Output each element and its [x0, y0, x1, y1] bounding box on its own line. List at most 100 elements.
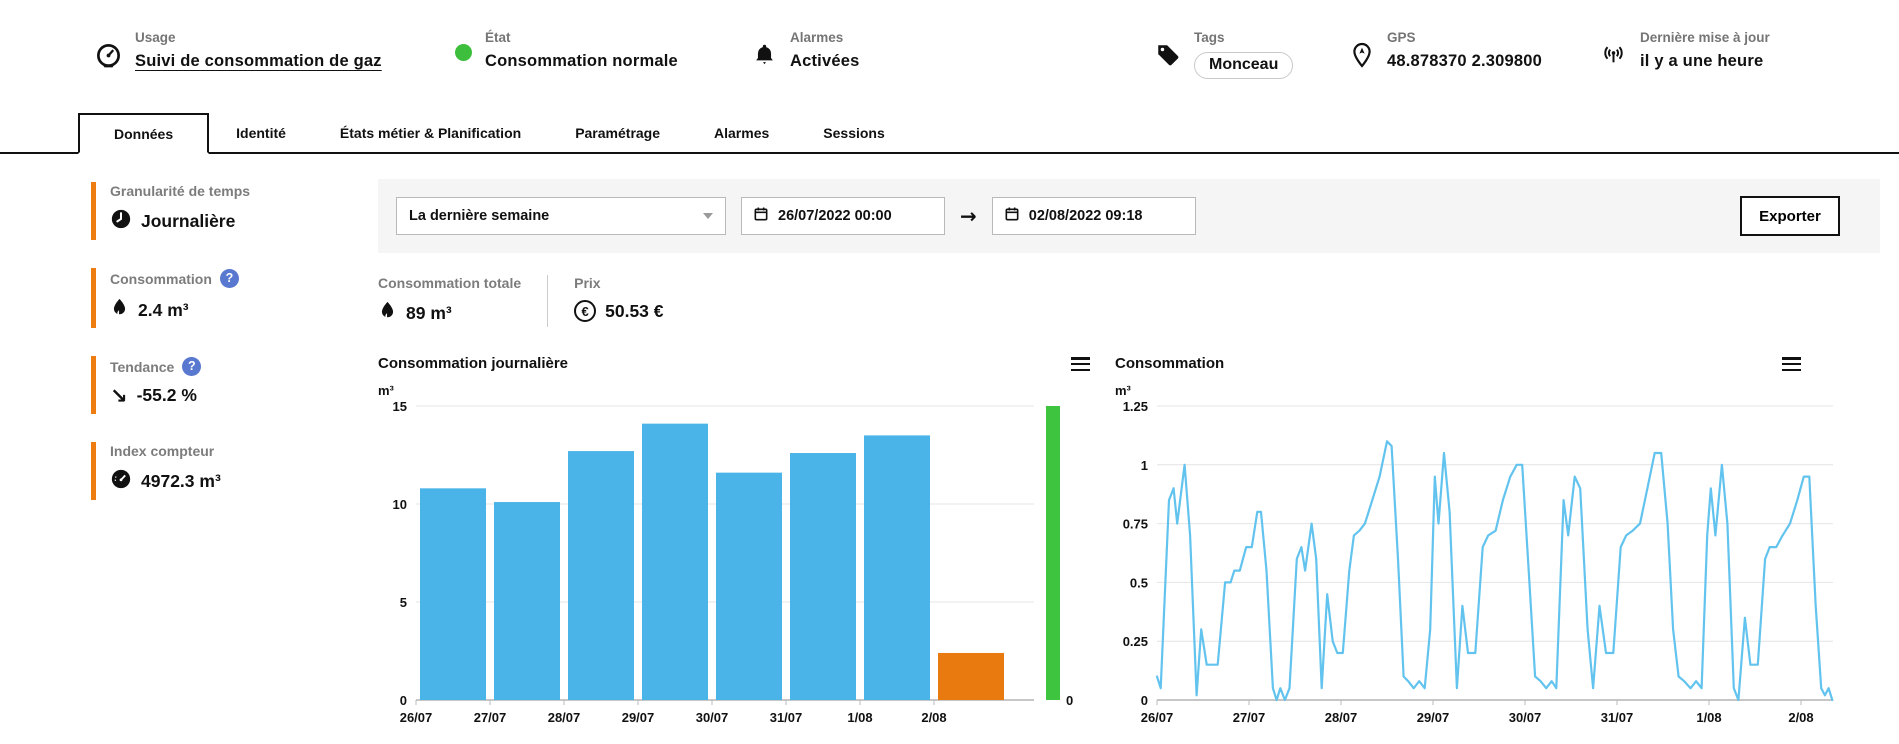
- tab-identite[interactable]: Identité: [236, 124, 286, 141]
- kpi-granularite-value: Journalière: [141, 211, 236, 231]
- date-to-input[interactable]: 02/08/2022 09:18: [991, 197, 1196, 235]
- kpi-granularite: Granularité de temps Journalière: [91, 182, 356, 240]
- export-button[interactable]: Exporter: [1740, 196, 1840, 236]
- arrow-right-icon: →: [960, 204, 977, 228]
- total-consumption-stat: Consommation totale 89 m³: [378, 275, 547, 327]
- device-header: Usage Suivi de consommation de gaz État …: [0, 0, 1899, 113]
- period-select[interactable]: La dernière semaine: [396, 197, 726, 235]
- kpi-sidebar: Granularité de temps Journalière Consomm…: [91, 182, 356, 528]
- svg-text:29/07: 29/07: [622, 710, 655, 725]
- price-stat: Prix € 50.53 €: [574, 275, 689, 327]
- kpi-consommation: Consommation ? 2.4 m³: [91, 268, 356, 328]
- tab-bar: Données Identité États métier & Planific…: [0, 113, 1899, 154]
- kpi-index-compteur: Index compteur 4972.3 m³: [91, 442, 356, 500]
- price-value: 50.53 €: [605, 300, 664, 321]
- svg-text:28/07: 28/07: [1325, 710, 1358, 725]
- line-chart-title: Consommation: [1115, 355, 1225, 372]
- chart-menu-icon[interactable]: [1071, 355, 1090, 376]
- bar-chart-title: Consommation journalière: [378, 355, 569, 372]
- svg-text:30/07: 30/07: [696, 710, 729, 725]
- clock-icon: [110, 208, 132, 235]
- kpi-index-compteur-label: Index compteur: [110, 443, 215, 459]
- kpi-tendance: Tendance ? ↘ -55.2 %: [91, 356, 356, 414]
- state-label: État: [485, 30, 511, 45]
- filter-bar: La dernière semaine 26/07/2022 00:00 → 0…: [378, 179, 1880, 253]
- calendar-icon: [753, 206, 769, 226]
- svg-text:1/08: 1/08: [1696, 710, 1721, 725]
- last-update-label: Dernière mise à jour: [1640, 30, 1770, 45]
- tab-etats-metier-planification[interactable]: États métier & Planification: [339, 124, 522, 141]
- usage-label: Usage: [135, 30, 176, 45]
- kpi-consommation-value: 2.4 m³: [138, 300, 189, 320]
- bell-icon: [752, 42, 777, 72]
- tag-icon: [1155, 42, 1181, 73]
- map-pin-icon: [1350, 42, 1374, 73]
- line-chart-unit: m³: [1115, 383, 1131, 399]
- alarms-info: Alarmes Activées: [752, 30, 859, 72]
- svg-text:0.5: 0.5: [1130, 576, 1148, 591]
- status-dot-icon: [455, 44, 472, 61]
- svg-text:1: 1: [1141, 458, 1148, 473]
- calendar-icon: [1004, 206, 1020, 226]
- svg-text:27/07: 27/07: [474, 710, 507, 725]
- alarms-label: Alarmes: [790, 30, 844, 45]
- svg-text:0: 0: [1141, 693, 1148, 708]
- total-consumption-label: Consommation totale: [378, 275, 522, 291]
- tags-info: Tags Monceau: [1155, 30, 1294, 79]
- price-label: Prix: [574, 275, 601, 291]
- daily-consumption-chart-panel: Consommation journalière m³ 0 5 10 15 26/07 2…: [378, 355, 1090, 732]
- main-content: La dernière semaine 26/07/2022 00:00 → 0…: [378, 179, 1880, 732]
- date-from-value: 26/07/2022 00:00: [778, 208, 892, 224]
- tab-sessions[interactable]: Sessions: [823, 124, 885, 141]
- help-icon[interactable]: ?: [182, 357, 202, 376]
- svg-text:26/07: 26/07: [400, 710, 433, 725]
- bar-chart-canvas[interactable]: 0 5 10 15 26/07 27/07 28/07 29/07 30/07 31/07 1/08…: [378, 400, 1090, 732]
- svg-text:29/07: 29/07: [1417, 710, 1450, 725]
- tab-donnees[interactable]: Données: [78, 113, 210, 154]
- tab-alarmes[interactable]: Alarmes: [714, 124, 770, 141]
- help-icon[interactable]: ?: [219, 269, 239, 288]
- tag-chip[interactable]: Monceau: [1194, 52, 1294, 79]
- last-update-value: il y a une heure: [1640, 52, 1764, 70]
- svg-text:1/08: 1/08: [847, 710, 872, 725]
- kpi-tendance-value: -55.2 %: [136, 385, 197, 405]
- period-select-value: La dernière semaine: [409, 208, 550, 224]
- svg-text:0: 0: [400, 693, 407, 708]
- usage-info: Usage Suivi de consommation de gaz: [95, 30, 382, 74]
- gps-info: GPS 48.878370 2.309800: [1350, 30, 1542, 73]
- total-consumption-value: 89 m³: [406, 303, 452, 323]
- meter-icon: [95, 42, 122, 74]
- gauge-icon: [110, 468, 132, 495]
- bar-chart-unit: m³: [378, 383, 394, 399]
- state-value: Consommation normale: [485, 52, 678, 70]
- chart-menu-icon[interactable]: [1782, 355, 1801, 376]
- date-to-value: 02/08/2022 09:18: [1028, 208, 1143, 224]
- svg-text:0.75: 0.75: [1123, 517, 1148, 532]
- euro-icon: €: [574, 300, 597, 322]
- line-chart-canvas[interactable]: 0 0.25 0.5 0.75 1 1.25 26/07 27/07 28/07 29/07 30/…: [1115, 400, 1847, 732]
- usage-value-link[interactable]: Suivi de consommation de gaz: [135, 52, 382, 70]
- tab-parametrage[interactable]: Paramétrage: [575, 124, 661, 141]
- svg-text:28/07: 28/07: [548, 710, 581, 725]
- state-info: État Consommation normale: [455, 30, 678, 71]
- kpi-consommation-label: Consommation: [110, 270, 212, 287]
- svg-text:0: 0: [1066, 693, 1073, 708]
- svg-text:30/07: 30/07: [1509, 710, 1542, 725]
- chevron-down-icon: [703, 213, 713, 219]
- totals-row: Consommation totale 89 m³ Prix € 50.53 €: [378, 275, 1880, 327]
- flame-icon: [378, 300, 397, 327]
- date-from-input[interactable]: 26/07/2022 00:00: [741, 197, 945, 235]
- svg-text:1.25: 1.25: [1123, 400, 1148, 414]
- svg-text:2/08: 2/08: [921, 710, 946, 725]
- svg-text:2/08: 2/08: [1788, 710, 1813, 725]
- svg-text:15: 15: [393, 400, 407, 414]
- gps-label: GPS: [1387, 30, 1416, 45]
- svg-text:31/07: 31/07: [1601, 710, 1634, 725]
- tags-label: Tags: [1194, 30, 1225, 45]
- charts-row: Consommation journalière m³ 0 5 10 15 26/07 2…: [378, 355, 1880, 732]
- svg-text:26/07: 26/07: [1141, 710, 1174, 725]
- kpi-tendance-label: Tendance: [110, 358, 175, 375]
- svg-text:31/07: 31/07: [770, 710, 803, 725]
- gps-value: 48.878370 2.309800: [1387, 52, 1543, 70]
